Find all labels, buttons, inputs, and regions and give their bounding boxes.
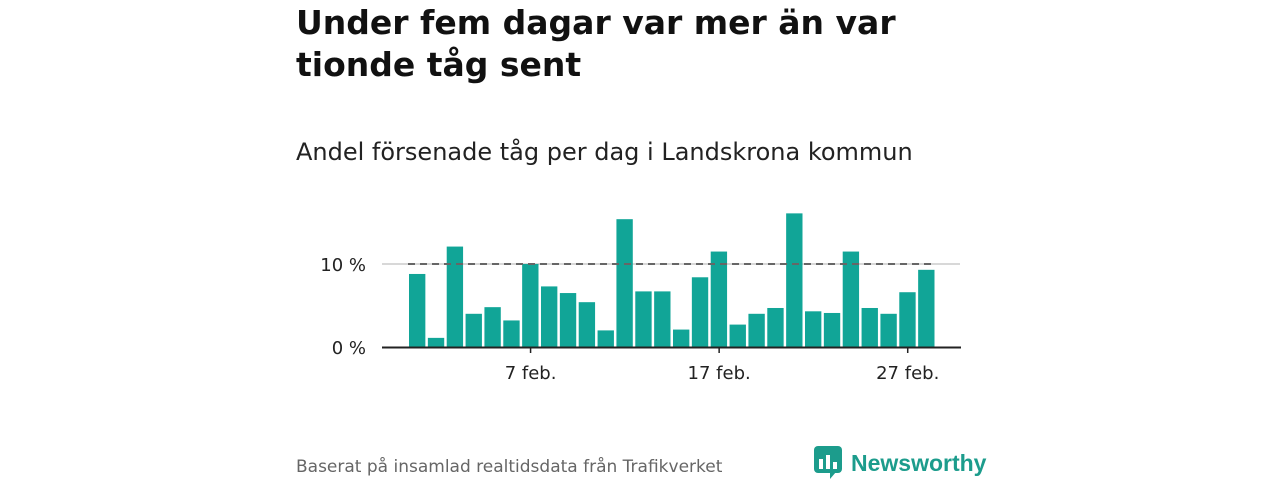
bars: [409, 213, 935, 347]
axes: 0 % 10 % 7 feb. 17 feb. 27 feb.: [320, 255, 961, 384]
y-tick-label: 10 %: [320, 255, 366, 276]
bar: [654, 291, 671, 347]
bar: [541, 286, 558, 347]
x-tick-label: 27 feb.: [876, 363, 939, 384]
bar: [465, 313, 482, 347]
bar: [616, 219, 633, 347]
bar: [578, 302, 596, 347]
bar: [484, 307, 501, 347]
bar-chart: 0 % 10 % 7 feb. 17 feb. 27 feb.: [320, 213, 961, 384]
bar: [805, 311, 822, 347]
bar: [918, 269, 935, 347]
brand-name: Newsworthy: [851, 449, 987, 476]
bar: [842, 251, 860, 347]
bar: [748, 313, 765, 347]
bar: [880, 313, 897, 347]
bar: [673, 329, 690, 347]
brand-logo[interactable]: Newsworthy: [814, 446, 986, 480]
bar: [503, 320, 520, 347]
newsworthy-logo-icon: [814, 446, 842, 479]
y-tick-label: 0 %: [332, 338, 366, 359]
bar: [635, 291, 652, 347]
x-tick-label: 7 feb.: [505, 363, 557, 384]
chart-title: Andel försenade tåg per dag i Landskrona…: [296, 138, 913, 166]
chart-headline: Under fem dagar var mer än var tionde tå…: [296, 3, 896, 84]
bar: [899, 292, 916, 347]
bar: [823, 312, 841, 347]
bar: [522, 264, 539, 347]
source-note: Baserat på insamlad realtidsdata från Tr…: [296, 457, 723, 477]
bar: [691, 277, 709, 347]
x-tick-label: 17 feb.: [688, 363, 751, 384]
bar: [409, 273, 426, 347]
bar: [446, 246, 464, 347]
bar: [786, 213, 803, 347]
bar: [427, 337, 445, 347]
bar: [710, 251, 728, 347]
bar: [767, 307, 784, 347]
bar: [597, 330, 614, 347]
bar: [861, 307, 878, 347]
bar: [559, 293, 577, 347]
bar: [729, 324, 746, 347]
